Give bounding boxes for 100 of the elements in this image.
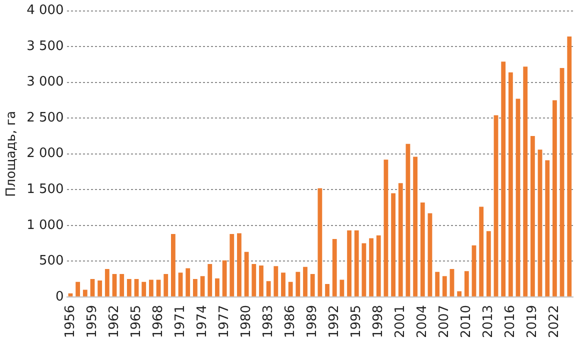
x-tick-label: 1965 [128, 304, 144, 338]
y-tick-label: 4 000 [26, 3, 64, 18]
bar [340, 280, 344, 296]
x-tick-label: 1962 [106, 304, 122, 338]
bar [435, 272, 440, 296]
bar [296, 272, 300, 296]
bar [208, 264, 212, 296]
bar [303, 266, 308, 296]
bar [288, 282, 293, 296]
x-tick-label: 1986 [282, 304, 298, 338]
bar [237, 233, 242, 296]
bar [112, 274, 117, 296]
x-tick-label: 2022 [547, 304, 562, 338]
bar [552, 100, 557, 296]
bar [126, 279, 132, 296]
bar [545, 160, 550, 296]
y-axis-title: Площадь, га [4, 110, 20, 197]
x-tick-label: 1980 [238, 304, 254, 338]
bar [82, 290, 88, 296]
bar [516, 98, 520, 296]
bar [76, 282, 80, 296]
bar [398, 183, 403, 296]
bar [391, 193, 396, 296]
x-tick-label: 1977 [216, 304, 232, 338]
bar [406, 144, 410, 296]
bar [170, 234, 176, 296]
bar [120, 274, 124, 296]
bar [310, 274, 315, 296]
bar [281, 272, 286, 296]
bar [244, 252, 249, 296]
bar [215, 278, 220, 296]
bar [193, 279, 198, 296]
bar [530, 136, 535, 296]
x-tick-label: 1959 [84, 304, 100, 338]
y-tick-label: 3 500 [26, 38, 64, 54]
bar [274, 266, 278, 296]
bar [479, 206, 484, 296]
bar [90, 279, 95, 296]
y-tick-label: 2 500 [26, 110, 64, 126]
y-tick-label: 1 000 [26, 218, 64, 233]
x-tick-label: 1992 [326, 304, 342, 338]
bar [523, 66, 528, 296]
x-tick-label: 1998 [370, 304, 386, 338]
x-tick-label: 2010 [459, 304, 474, 338]
y-tick-label: 1 500 [26, 182, 64, 197]
bar [538, 150, 542, 296]
bar [148, 280, 154, 296]
y-tick-label: 500 [38, 254, 64, 269]
bar [325, 284, 330, 296]
bar [164, 274, 168, 296]
y-tick-label: 3 000 [26, 74, 64, 90]
bar [142, 282, 146, 296]
x-tick-label: 2013 [481, 304, 496, 338]
bar [178, 272, 183, 296]
bar [259, 265, 264, 296]
bar [428, 213, 432, 296]
bar [222, 260, 227, 296]
bar [252, 264, 256, 296]
x-tick-label: 1995 [348, 304, 364, 338]
x-tick-label: 1983 [260, 304, 276, 338]
x-tick-label: 1989 [304, 304, 320, 338]
y-tick-label: 2 000 [26, 146, 64, 162]
bar [266, 281, 271, 296]
bar [560, 68, 564, 296]
bar [200, 276, 205, 296]
x-tick-label: 1956 [62, 304, 78, 338]
bar [332, 238, 337, 296]
bar [472, 245, 476, 296]
bar [369, 238, 374, 296]
x-tick-label: 1968 [150, 304, 166, 338]
bar [457, 291, 462, 296]
bar [318, 188, 322, 296]
bar [450, 269, 454, 296]
x-tick-label: 1974 [194, 304, 210, 338]
bar [347, 230, 352, 296]
bar [186, 268, 190, 296]
y-tick-label: 0 [56, 289, 64, 304]
bar [354, 230, 359, 296]
x-tick-label: 2016 [503, 304, 518, 338]
bar [134, 279, 139, 296]
bar [508, 72, 513, 296]
bar [156, 280, 161, 296]
bar [486, 231, 491, 296]
bar [494, 115, 498, 296]
bar [442, 276, 447, 296]
bar [376, 235, 381, 296]
bar [230, 234, 234, 296]
bar [420, 202, 425, 296]
bar [464, 271, 469, 296]
bar [413, 156, 418, 296]
x-tick-label: 2001 [393, 304, 408, 338]
x-tick-label: 1971 [172, 304, 188, 338]
bar [98, 280, 102, 296]
x-tick-label: 2007 [437, 304, 452, 338]
bar [567, 36, 572, 296]
bar [362, 243, 366, 296]
x-tick-label: 2004 [415, 304, 430, 338]
bar [384, 160, 388, 296]
x-tick-label: 2019 [525, 304, 540, 338]
bar [501, 62, 506, 296]
